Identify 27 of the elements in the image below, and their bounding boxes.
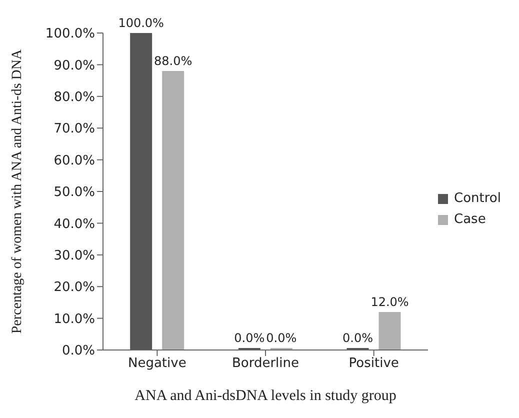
data-label: 0.0% — [266, 331, 297, 345]
y-tick-label: 60.0% — [54, 153, 95, 168]
bar — [130, 33, 152, 350]
x-tick-label: Negative — [128, 356, 186, 372]
x-axis-title: ANA and Ani-dsDNA levels in study group — [134, 388, 396, 404]
data-label: 0.0% — [234, 331, 265, 345]
y-tick-label: 20.0% — [54, 280, 95, 296]
y-tick-label: 30.0% — [54, 248, 95, 264]
y-tick-label: 10.0% — [54, 312, 95, 327]
y-axis-title: Percentage of women with ANA and Anti-ds DNA — [10, 48, 25, 334]
x-tick-label: Positive — [348, 356, 399, 372]
legend-label: Control — [454, 191, 501, 206]
y-tick-label: 70.0% — [54, 122, 95, 137]
y-tick-label: 80.0% — [54, 90, 95, 106]
x-tick-label: Borderline — [232, 356, 300, 372]
y-tick-label: 90.0% — [54, 58, 95, 74]
data-label: 88.0% — [154, 54, 192, 68]
bar — [162, 71, 184, 350]
bar — [378, 312, 401, 350]
data-label: 12.0% — [370, 294, 409, 309]
y-tick-label: 0.0% — [62, 344, 95, 359]
data-label: 0.0% — [342, 331, 373, 345]
y-tick-label: 100.0% — [45, 26, 95, 42]
y-tick-label: 40.0% — [54, 216, 95, 232]
legend-label: Case — [454, 212, 486, 227]
data-label: 100.0% — [118, 16, 164, 30]
y-tick-label: 50.0% — [54, 185, 95, 200]
